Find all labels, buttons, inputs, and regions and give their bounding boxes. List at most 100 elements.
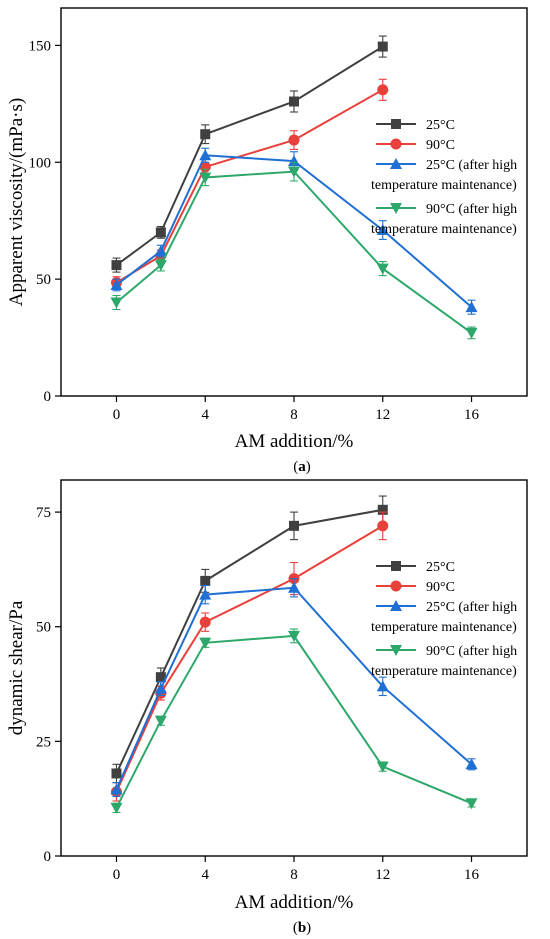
series-0: [111, 35, 388, 273]
caption-letter: a: [298, 459, 306, 475]
data-point: [465, 798, 478, 810]
x-tick-label: 0: [113, 407, 121, 423]
series-2: [110, 578, 478, 797]
y-tick-label: 150: [29, 38, 52, 54]
data-point: [110, 297, 123, 309]
caption-letter: b: [298, 920, 306, 936]
x-tick-label: 4: [201, 867, 209, 883]
data-point: [199, 172, 212, 184]
legend-label: 90°C: [426, 138, 455, 153]
panel-caption: (a): [293, 459, 311, 475]
data-point: [111, 260, 122, 271]
data-point: [288, 155, 300, 167]
y-tick-label: 75: [36, 505, 51, 521]
x-axis-title: AM addition/%: [235, 892, 354, 913]
series-3: [110, 628, 478, 814]
data-point: [376, 680, 389, 692]
y-tick-label: 25: [36, 734, 51, 750]
data-point: [288, 166, 300, 178]
data-point: [289, 96, 299, 107]
y-axis-title: Apparent viscosity/(mPa·s): [6, 98, 27, 306]
x-tick-label: 16: [464, 867, 480, 883]
legend: 25°C 90°C 25°C (after high temperature main…: [371, 560, 517, 679]
data-point: [154, 715, 167, 727]
data-point: [288, 630, 300, 642]
legend-marker: [390, 138, 402, 150]
legend: 25°C 90°C 25°C (after high temperature main…: [371, 118, 517, 237]
panel-caption: (b): [293, 920, 311, 936]
y-tick-label: 100: [29, 155, 52, 171]
data-point: [288, 134, 300, 146]
data-point: [200, 575, 211, 586]
caption-close: ): [306, 459, 311, 475]
legend-marker: [390, 203, 402, 214]
data-point: [377, 504, 388, 515]
x-tick-label: 16: [464, 407, 480, 423]
data-point: [377, 84, 389, 96]
legend-label: temperature maintenance): [371, 620, 517, 635]
data-point: [376, 224, 389, 236]
data-point: [199, 588, 212, 600]
x-tick-label: 4: [201, 407, 209, 423]
data-point: [154, 682, 167, 694]
legend-marker: [390, 600, 402, 611]
data-point: [110, 783, 123, 795]
series-line: [115, 634, 472, 809]
legend-label: 90°C: [426, 580, 455, 595]
legend-label: 25°C: [426, 118, 455, 133]
data-point: [289, 520, 299, 531]
y-axis-title: dynamic shear/Pa: [6, 600, 27, 735]
series-line: [115, 154, 473, 308]
data-point: [200, 129, 211, 140]
legend-label: 25°C (after high: [426, 600, 517, 615]
legend-marker: [390, 645, 402, 656]
data-point: [110, 802, 123, 814]
data-point: [111, 768, 122, 779]
data-point: [465, 327, 478, 339]
data-point: [154, 245, 167, 257]
data-point: [199, 149, 212, 161]
series-1: [110, 511, 389, 802]
legend-label: 90°C (after high: [426, 202, 517, 217]
x-tick-label: 12: [375, 867, 390, 883]
legend-label: 90°C (after high: [426, 644, 517, 659]
legend-marker: [390, 158, 402, 169]
data-point: [465, 301, 478, 313]
data-point: [110, 278, 123, 290]
y-tick-label: 50: [36, 272, 51, 288]
data-point: [377, 41, 388, 52]
legend-label: temperature maintenance): [371, 222, 517, 237]
data-point: [199, 637, 212, 649]
series-2: [110, 147, 478, 315]
y-tick-label: 0: [44, 389, 52, 405]
caption-close: ): [306, 920, 311, 936]
x-tick-label: 0: [113, 867, 121, 883]
x-tick-label: 12: [375, 407, 390, 423]
data-point: [154, 260, 167, 272]
legend-marker: [391, 119, 401, 129]
data-point: [376, 761, 389, 773]
data-point: [377, 520, 389, 532]
x-tick-label: 8: [290, 867, 298, 883]
x-tick-label: 8: [290, 407, 298, 423]
legend-label: 25°C (after high: [426, 158, 517, 173]
series-line: [115, 524, 384, 793]
chart-panel-b: 0 4 8 12 16 0 25 50 75 AM addition/% dynamic shear…: [6, 479, 528, 936]
data-point: [155, 227, 166, 238]
legend-label: temperature maintenance): [371, 178, 517, 193]
caption-open: (: [293, 459, 298, 475]
caption-open: (: [293, 920, 298, 936]
data-point: [465, 758, 478, 770]
series-3: [110, 161, 478, 340]
data-point: [288, 581, 300, 593]
data-point: [155, 672, 166, 683]
data-point: [199, 616, 211, 628]
series-line: [115, 586, 473, 790]
chart-panel-a: 0 4 8 12 16 0 50 100 150 AM addition/% Apparent vi…: [6, 7, 528, 475]
y-tick-label: 0: [44, 849, 52, 865]
legend-label: 25°C: [426, 560, 455, 575]
legend-marker: [391, 561, 401, 571]
data-point: [376, 263, 389, 275]
